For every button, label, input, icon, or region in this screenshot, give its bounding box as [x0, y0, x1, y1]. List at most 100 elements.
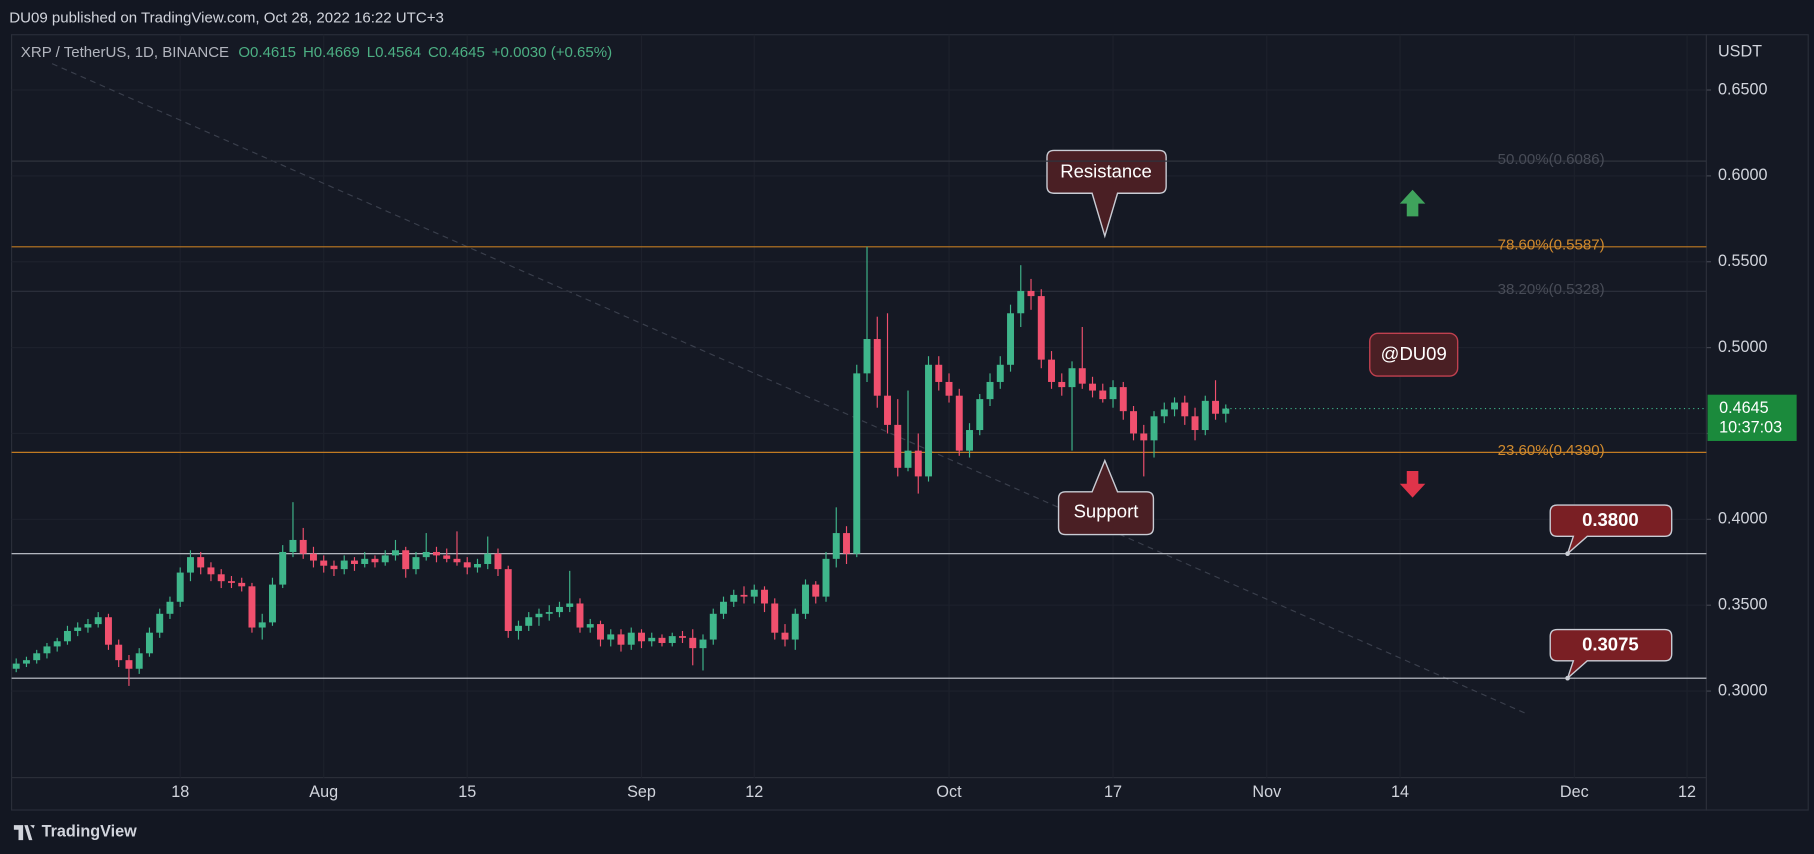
level-label: 0.3800	[1582, 509, 1639, 530]
candle-body	[268, 584, 276, 623]
candle-body	[832, 533, 840, 559]
candle-body	[309, 553, 317, 561]
candle-body	[720, 601, 727, 614]
candle-body	[1058, 381, 1066, 388]
footer-logo	[13, 825, 35, 841]
callout-box	[1549, 628, 1673, 681]
y-tick-label: 0.4000	[1718, 510, 1768, 528]
candle-body	[1109, 387, 1117, 400]
candle-body	[1191, 416, 1199, 431]
candle-body	[443, 555, 451, 559]
candle-body	[884, 395, 891, 425]
support-callout: Support	[1057, 458, 1155, 536]
x-tick-label: 12	[1678, 783, 1696, 801]
candle-body	[279, 551, 287, 585]
candle-body	[156, 613, 164, 633]
candle-body	[238, 582, 246, 587]
candle-body	[576, 603, 584, 628]
candle-body	[207, 567, 215, 575]
candle-body	[1140, 433, 1148, 441]
candle-body	[955, 395, 963, 451]
candle-body	[125, 660, 133, 669]
candle-body	[812, 584, 820, 597]
candle-body	[1078, 368, 1086, 384]
logo-mark	[13, 825, 35, 841]
callout-box	[1369, 332, 1459, 377]
candle-body	[976, 399, 984, 431]
y-tick-label: 0.3500	[1718, 595, 1768, 613]
y-axis-label: USDT	[1718, 42, 1762, 60]
callout-box	[1549, 504, 1673, 556]
candle-body	[504, 569, 512, 631]
candle-body	[453, 558, 461, 563]
y-tick-label: 0.3000	[1718, 681, 1768, 699]
candle-body	[94, 617, 102, 625]
candle-body	[1068, 368, 1076, 388]
trend-line	[51, 63, 1528, 715]
y-tick-label: 0.5500	[1718, 252, 1768, 270]
candle-body	[638, 632, 645, 642]
candle-body	[463, 562, 471, 568]
candle-body	[617, 634, 625, 645]
price-tag-countdown: 10:37:03	[1719, 419, 1782, 437]
candle-body	[996, 364, 1004, 382]
callout-box	[1046, 149, 1167, 239]
candle-body	[925, 364, 932, 477]
candle-body	[494, 553, 502, 570]
candle-body	[115, 644, 123, 661]
candle-body	[1099, 390, 1107, 400]
author-callout: @DU09	[1369, 332, 1459, 377]
candle-body	[679, 636, 686, 638]
candle-body	[515, 625, 522, 631]
x-tick-label: Sep	[627, 783, 656, 801]
support-label: Support	[1074, 501, 1139, 522]
level-label: 78.60%(0.5587)	[1498, 237, 1605, 254]
candle-body	[966, 430, 973, 451]
candle-body	[227, 581, 235, 583]
candle-body	[412, 557, 420, 570]
price-tag-value: 0.4645	[1719, 399, 1769, 417]
candle-body	[709, 613, 717, 640]
candle-body	[914, 450, 922, 477]
symbol: XRP / TetherUS, 1D, BINANCE	[21, 44, 229, 61]
candle-body	[1027, 290, 1035, 297]
level-callout: 0.3800	[1549, 504, 1673, 557]
candle-body	[135, 653, 143, 669]
candle-body	[53, 641, 61, 647]
callout-anchor	[1565, 675, 1570, 681]
candle-body	[22, 660, 30, 664]
level-label: 50.00%(0.6086)	[1498, 151, 1605, 168]
y-tick-label: 0.5000	[1718, 338, 1768, 356]
candle-body	[63, 630, 71, 642]
high-label: H0.4669	[303, 44, 360, 61]
candle-body	[771, 603, 779, 633]
candle-body	[402, 550, 410, 570]
candle-body	[248, 586, 256, 628]
change-label: +0.0030 (+0.65%)	[492, 44, 612, 61]
candle-body	[802, 584, 809, 614]
candle-body	[176, 572, 184, 602]
candle-body	[104, 617, 112, 645]
candle-body	[853, 373, 861, 554]
candle-body	[74, 627, 82, 631]
candle-body	[668, 636, 676, 643]
candle-body	[873, 339, 881, 396]
x-tick-label: Nov	[1252, 783, 1282, 801]
candle-body	[1089, 383, 1096, 391]
x-tick-label: 14	[1391, 783, 1409, 801]
candle-body	[197, 557, 205, 568]
candle-body	[822, 558, 830, 597]
candle-body	[566, 603, 574, 607]
down-arrow	[1399, 470, 1426, 498]
candle-body	[586, 624, 594, 628]
level-label: 23.60%(0.4390)	[1498, 442, 1605, 459]
candle-body	[1181, 402, 1189, 417]
symbol-legend: XRP / TetherUS, 1D, BINANCE O0.4615 H0.466…	[21, 44, 612, 61]
published-note: DU09 published on TradingView.com, Oct 2…	[9, 9, 444, 26]
close-label: C0.4645	[428, 44, 485, 61]
candle-body	[330, 565, 338, 570]
x-tick-label: Oct	[936, 783, 962, 801]
candle-body	[392, 550, 399, 556]
candle-body	[422, 551, 430, 558]
